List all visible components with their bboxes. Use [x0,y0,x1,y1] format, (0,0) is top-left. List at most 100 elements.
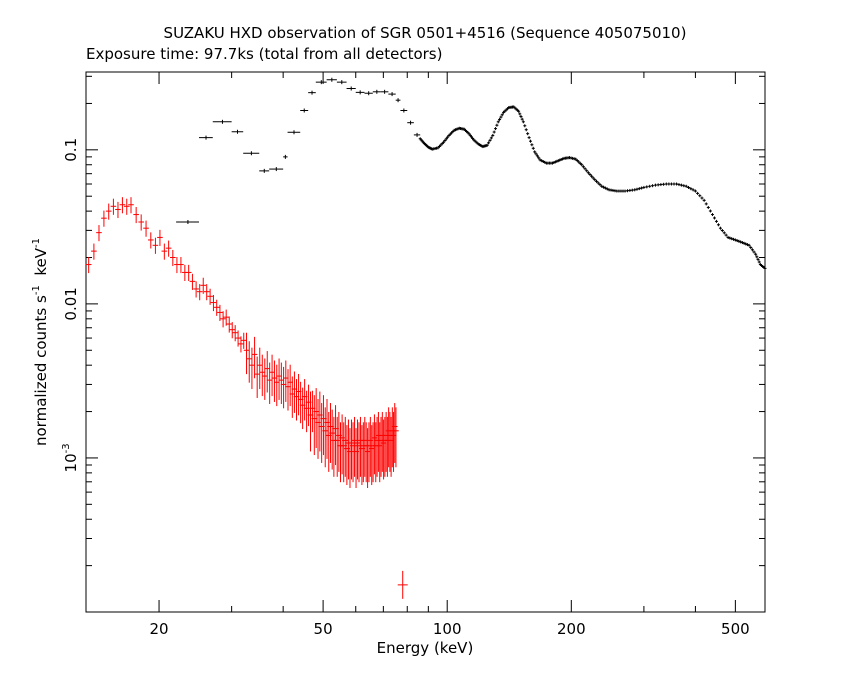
gso-data-point [538,158,542,162]
y-tick-label: 0.1 [62,138,80,162]
gso-data-point [640,186,644,190]
pin-data-point [185,264,192,281]
gso-data-point [600,184,604,188]
pin-data-point [380,419,387,480]
pin-data-point [385,407,392,468]
y-axis-label-mid: keV [32,247,50,285]
pin-data-point [217,304,223,321]
gso-data-point [575,159,579,163]
pin-data-point [157,229,163,246]
x-tick-label: 500 [721,620,750,638]
pin-data-point [256,347,263,390]
y-tick-label-base: 10 [62,453,80,472]
gso-data-point [531,146,535,150]
gso-data-point [752,250,756,254]
pin-data-point [123,198,130,215]
gso-data-point [315,80,327,85]
gso-data-point [740,241,744,245]
y-axis-label: normalized counts s-1 keV-1 [31,238,50,446]
gso-data-point [500,113,504,117]
gso-data-point [528,139,532,143]
pin-data-point [91,243,97,260]
gso-data-point [407,120,414,125]
gso-data-point [496,120,500,124]
gso-data-point [682,184,686,188]
gso-data-point [212,119,232,124]
pin-data-point [148,232,154,249]
x-axis-label: Energy (keV) [377,639,474,657]
gso-data-point [714,219,718,223]
gso-data-point [492,130,496,134]
gso-data-point [537,156,541,160]
pin-data-point [384,416,391,477]
gso-data-point [540,159,544,163]
gso-data-point [684,184,688,188]
gso-data-point [583,167,587,171]
pin-data-point [397,570,408,599]
gso-data-point [485,143,489,147]
pin-data-point [110,198,117,215]
gso-data-point [704,202,708,206]
pin-data-point [105,203,112,220]
gso-data-point [756,257,760,261]
gso-data-point [706,205,710,209]
gso-data-point [487,141,491,145]
chart-title: SUZAKU HXD observation of SGR 0501+4516 … [164,24,687,42]
pin-data-point [246,341,253,383]
gso-data-point [588,172,592,176]
pin-data-point [189,273,196,290]
gso-data-point [763,266,767,270]
gso-data-point [580,163,584,167]
gso-data-point [687,185,691,189]
gso-data-point [710,213,714,217]
gso-data-point [712,216,716,220]
x-tick-label: 50 [314,620,333,638]
gso-data-point [754,252,758,256]
gso-data-point [524,128,528,132]
gso-data-point [521,120,525,124]
gso-data-point [739,240,743,244]
gso-data-point [733,238,737,242]
pin-data-point [383,411,389,472]
gso-data-point [523,124,527,128]
gso-data-point [591,176,595,180]
gso-data-point [413,132,421,137]
pin-data-point [133,206,139,224]
pin-data-point [364,428,371,489]
gso-data-point [662,182,666,186]
gso-data-point [698,194,702,198]
gso-data-point [716,223,720,227]
gso-data-point [708,209,712,213]
gso-data-point [675,182,679,186]
gso-data-point [400,108,408,113]
gso-data-point [442,140,446,144]
gso-data-point [488,138,492,142]
chart-subtitle: Exposure time: 97.7ks (total from all de… [86,45,442,63]
gso-data-point [693,189,697,193]
pin-data-point [390,411,397,472]
gso-data-point [534,152,538,156]
gso-data-point [737,239,741,243]
pin-data-point [264,351,271,393]
pin-data-point [393,407,399,468]
gso-data-point [517,109,521,113]
x-tick-label: 200 [557,620,586,638]
gso-data-point [494,127,498,131]
pin-data-point [366,422,372,483]
pin-data-point [115,201,121,219]
gso-data-point [541,160,545,164]
gso-data-point [700,196,704,200]
pin-data-point [210,294,217,312]
gso-data-point [730,237,734,241]
pin-data-point [96,225,102,242]
gso-data-point [728,236,732,240]
gso-data-point [533,150,537,154]
gso-data-point [283,154,288,159]
gso-data-point [757,260,761,264]
gso-data-point [659,183,663,187]
pin-data-point [368,425,375,486]
gso-data-point [669,182,673,186]
gso-data-point [259,168,270,173]
pin-data-point [152,237,159,254]
